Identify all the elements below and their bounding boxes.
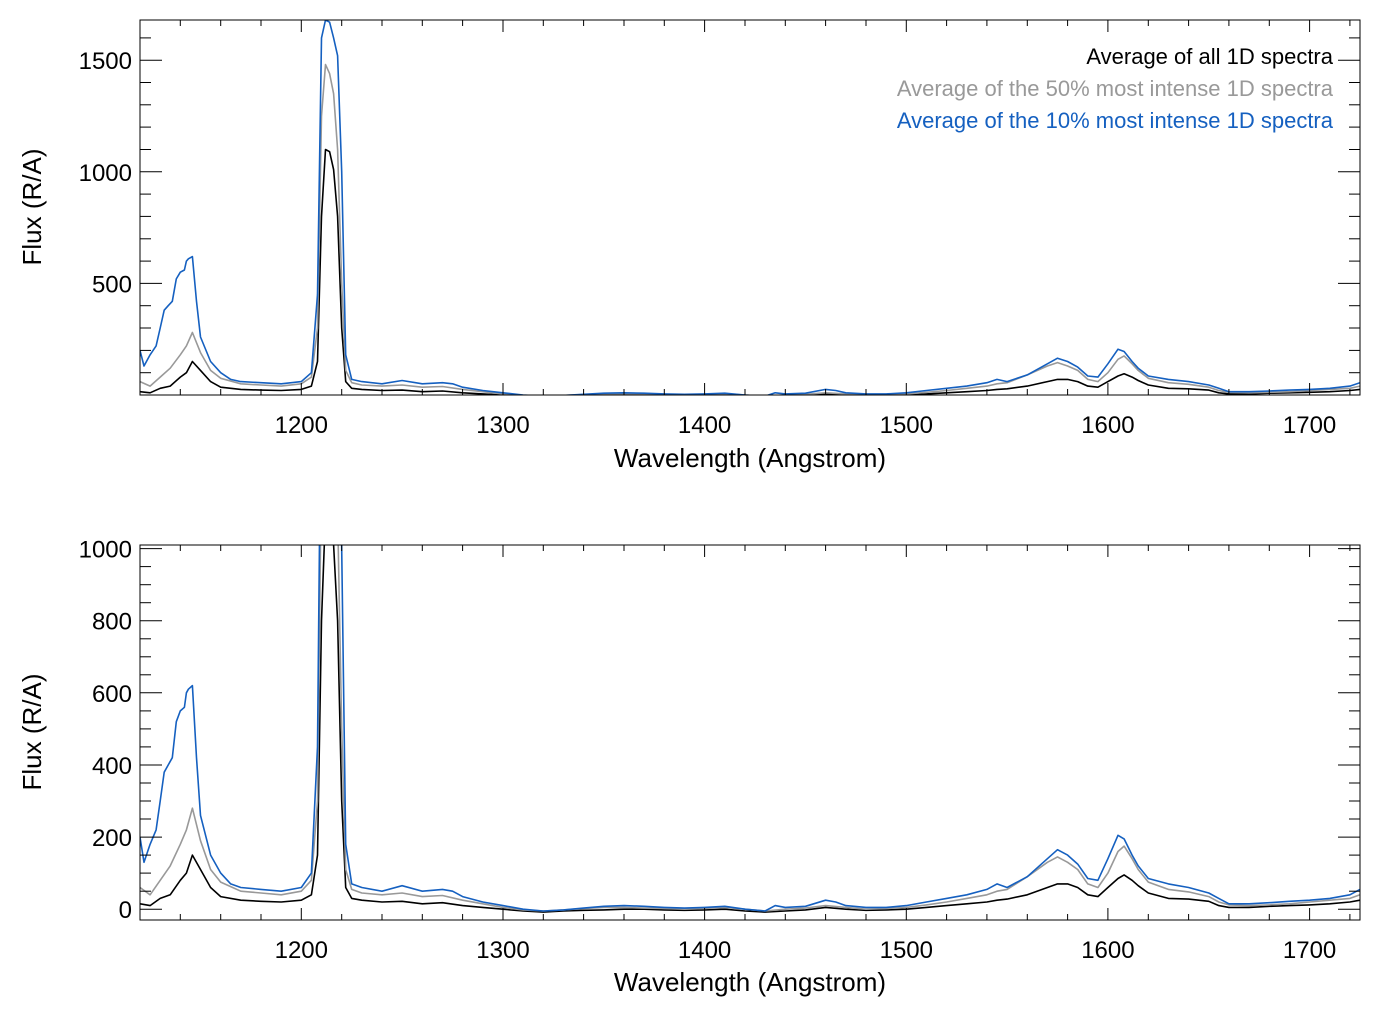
top-y-tick-labels: 500 1000 1500: [79, 48, 132, 298]
bottom-y-tick-label: 200: [92, 825, 132, 852]
bottom-y-axis-label: Flux (R/A): [17, 674, 47, 791]
top-y-tick-label: 500: [92, 271, 132, 298]
bottom-line-all: [140, 545, 1360, 913]
bottom-y-tick-label: 600: [92, 681, 132, 708]
top-x-axis-label: Wavelength (Angstrom): [614, 443, 886, 473]
top-y-tick-label: 1000: [79, 160, 132, 187]
bottom-plot-frame: [139, 544, 1361, 921]
bottom-x-tick-labels: 1200 1300 1400 1500 1600 1700: [275, 937, 1337, 964]
top-x-tick-label: 1600: [1081, 412, 1134, 439]
top-x-tick-label: 1700: [1283, 412, 1336, 439]
top-tick-marks: [139, 20, 1360, 396]
top-x-tick-label: 1400: [678, 412, 731, 439]
bottom-x-axis-label: Wavelength (Angstrom): [614, 967, 886, 997]
top-y-axis-label: Flux (R/A): [17, 149, 47, 266]
bottom-panel: 1200 1300 1400 1500 1600 1700 0 200 400 600 800 10…: [17, 537, 1361, 997]
legend: Average of all 1D spectra Average of the…: [897, 44, 1334, 133]
top-line-all: [140, 148, 1360, 395]
top-x-tick-label: 1200: [275, 412, 328, 439]
top-x-tick-label: 1500: [880, 412, 933, 439]
bottom-x-tick-label: 1700: [1283, 937, 1336, 964]
bottom-x-tick-label: 1400: [678, 937, 731, 964]
bottom-y-tick-label: 0: [119, 897, 132, 924]
bottom-y-tick-labels: 0 200 400 600 800 1000: [79, 537, 132, 925]
top-plot-frame: [139, 19, 1361, 396]
legend-entry-all: Average of all 1D spectra: [1086, 44, 1333, 69]
bottom-x-tick-label: 1600: [1081, 937, 1134, 964]
bottom-y-tick-label: 400: [92, 753, 132, 780]
bottom-tick-marks: [139, 545, 1360, 920]
bottom-x-tick-label: 1300: [476, 937, 529, 964]
bottom-y-tick-label: 1000: [79, 537, 132, 564]
top-x-tick-labels: 1200 1300 1400 1500 1600 1700: [275, 412, 1337, 439]
legend-entry-top50: Average of the 50% most intense 1D spect…: [897, 76, 1334, 101]
top-panel: 1200 1300 1400 1500 1600 1700 500 1000 1500 Wav…: [17, 19, 1361, 473]
top-x-tick-label: 1300: [476, 412, 529, 439]
top-y-tick-label: 1500: [79, 48, 132, 75]
bottom-x-tick-label: 1500: [880, 937, 933, 964]
bottom-x-tick-label: 1200: [275, 937, 328, 964]
legend-entry-top10: Average of the 10% most intense 1D spect…: [897, 108, 1334, 133]
bottom-y-tick-label: 800: [92, 609, 132, 636]
bottom-line-top10: [140, 545, 1360, 912]
